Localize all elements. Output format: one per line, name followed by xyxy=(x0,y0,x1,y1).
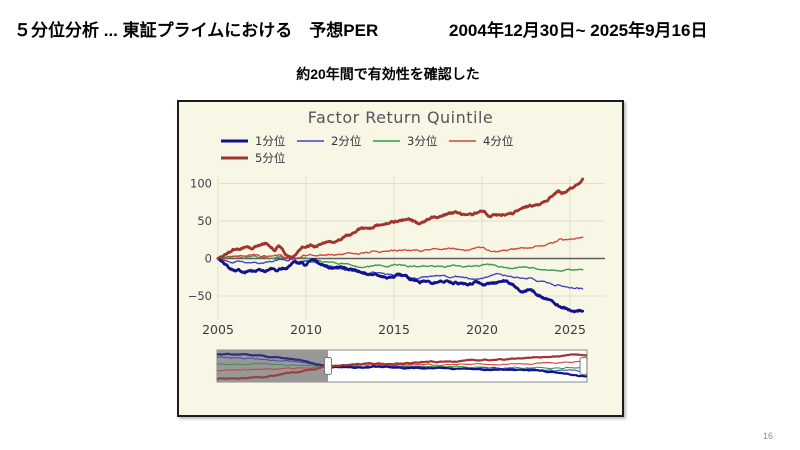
range-slider[interactable] xyxy=(216,349,588,383)
series-line-q5 xyxy=(216,177,585,260)
legend-label-q4: 4分位 xyxy=(483,134,513,148)
slider-series-line-q3 xyxy=(216,362,587,370)
y-tick-label: 100 xyxy=(190,177,212,191)
chart-panel: Factor Return Quintile 1分位 2分位 3分位 4分位 5分位 2… xyxy=(177,100,624,417)
chart-title: Factor Return Quintile xyxy=(308,108,494,127)
page-number: 16 xyxy=(762,431,773,441)
x-tick-label: 2015 xyxy=(378,322,410,337)
legend-item-q2[interactable]: 2分位 xyxy=(297,134,361,148)
slider-handle-left[interactable] xyxy=(324,357,332,375)
series-line-q4 xyxy=(217,236,584,260)
legend-label-q3: 3分位 xyxy=(407,134,437,148)
y-tick-label: 50 xyxy=(197,214,212,228)
x-tick-label: 2020 xyxy=(466,322,498,337)
legend: 1分位 2分位 3分位 4分位 5分位 xyxy=(221,134,513,165)
legend-item-q1[interactable]: 1分位 xyxy=(221,134,285,148)
slide-title: ５分位分析 ... 東証プライムにおける 予想PER xyxy=(14,21,379,40)
slider-handle-right[interactable] xyxy=(579,357,588,375)
slider-series-line-q4 xyxy=(216,360,588,372)
slide-subtitle: 約20年間で有効性を確認した xyxy=(296,66,480,82)
chart-canvas: Factor Return Quintile 1分位 2分位 3分位 4分位 5分位 2… xyxy=(188,108,605,383)
axis-labels: 2005 2010 2015 2020 2025 100 50 0 −50 xyxy=(188,177,586,338)
slider-mask-overlay xyxy=(217,350,328,382)
x-tick-label: 2005 xyxy=(202,322,234,337)
slide-header: ５分位分析 ... 東証プライムにおける 予想PER 2004年12月30日~ … xyxy=(14,16,786,41)
y-tick-label: −50 xyxy=(188,289,212,303)
legend-label-q5: 5分位 xyxy=(255,151,285,165)
slider-series-line-q1 xyxy=(216,352,588,378)
legend-item-q5[interactable]: 5分位 xyxy=(221,151,285,165)
legend-item-q3[interactable]: 3分位 xyxy=(373,134,437,148)
series-layer xyxy=(216,177,585,314)
slider-series-line-q5 xyxy=(216,353,588,381)
legend-label-q2: 2分位 xyxy=(331,134,361,148)
legend-label-q1: 1分位 xyxy=(255,134,285,148)
legend-item-q4[interactable]: 4分位 xyxy=(449,134,513,148)
y-tick-label: 0 xyxy=(205,252,212,266)
slide-date-range: 2004年12月30日~ 2025年9月16日 xyxy=(449,21,708,40)
x-tick-label: 2025 xyxy=(554,322,586,337)
series-line-q1 xyxy=(216,257,585,314)
x-tick-label: 2010 xyxy=(290,322,322,337)
series-line-q3 xyxy=(217,254,584,272)
